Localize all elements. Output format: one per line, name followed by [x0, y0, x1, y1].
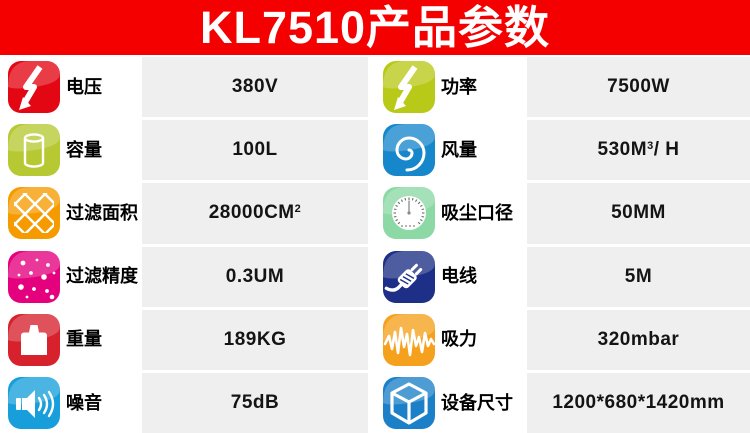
page-title: KL7510产品参数 — [199, 2, 551, 53]
spec-value: 100L — [142, 120, 368, 181]
spec-row: 电线 5M — [375, 246, 750, 307]
spec-label: 电线 — [441, 266, 477, 287]
lightning-icon — [383, 61, 435, 114]
spec-value-text: 189KG — [223, 328, 287, 350]
spec-value: 5M — [527, 246, 750, 307]
spec-value: 530M 3/ H — [527, 120, 750, 181]
spec-icon-cell — [0, 186, 66, 240]
spec-row: 电压 380V — [0, 57, 375, 118]
spec-value: 28000CM 2 — [142, 183, 368, 244]
spec-column-right: 功率 7500W 风量 530M 3/ H 吸尘口径 50MM 电线 5M 吸力 320mbar 设备… — [375, 57, 750, 433]
spec-value-text: 0.3UM — [225, 265, 285, 287]
spec-row: 过滤精度 0.3UM — [0, 246, 375, 307]
waveform-icon — [383, 313, 436, 366]
spec-label: 设备尺寸 — [441, 392, 513, 413]
spec-label: 过滤精度 — [66, 266, 138, 287]
spec-label: 吸力 — [441, 329, 477, 350]
spec-value: 0.3UM — [142, 246, 368, 307]
spec-row: 噪音 75dB — [0, 372, 375, 433]
spec-label: 容量 — [66, 139, 102, 160]
spec-icon-cell — [0, 60, 66, 114]
spec-row: 过滤面积 28000CM 2 — [0, 183, 375, 244]
spec-icon-cell — [375, 250, 441, 304]
cylinder-icon — [8, 124, 60, 177]
spec-value: 380V — [142, 57, 368, 118]
mesh-icon — [8, 187, 60, 240]
spec-value-text: 28000CM — [208, 202, 295, 224]
plug-icon — [383, 250, 435, 303]
spec-icon-cell — [0, 123, 66, 177]
speaker-icon — [8, 376, 60, 429]
spec-row: 重量 189KG — [0, 309, 375, 370]
spec-value: 320mbar — [527, 309, 750, 370]
spec-row: 容量 100L — [0, 120, 375, 181]
spec-value: 1200*680*1420mm — [527, 372, 750, 433]
weight-icon — [8, 313, 60, 366]
spec-table: 电压 380V 容量 100L 过滤面积 28000CM 2 过滤精度 0.3UM 重量 189KG… — [0, 57, 750, 433]
spec-label: 吸尘口径 — [441, 203, 513, 224]
spec-label: 过滤面积 — [66, 203, 138, 224]
spec-row: 设备尺寸 1200*680*1420mm — [375, 372, 750, 433]
title-banner: KL7510产品参数 — [0, 0, 750, 55]
spec-label: 噪音 — [66, 392, 102, 413]
spec-icon-cell — [375, 186, 441, 240]
spec-icon-cell — [0, 250, 66, 304]
spec-value-suffix: / H — [653, 139, 680, 161]
spec-icon-cell — [375, 123, 441, 177]
spec-column-left: 电压 380V 容量 100L 过滤面积 28000CM 2 过滤精度 0.3UM 重量 189KG… — [0, 57, 375, 433]
cube-icon — [383, 376, 435, 429]
spec-icon-cell — [375, 376, 441, 430]
spiral-icon — [383, 124, 435, 177]
dots-icon — [8, 250, 60, 303]
spec-row: 吸尘口径 50MM — [375, 183, 750, 244]
spec-icon-cell — [0, 313, 66, 367]
spec-row: 吸力 320mbar — [375, 309, 750, 370]
spec-value-text: 380V — [231, 76, 279, 98]
spec-value: 7500W — [527, 57, 750, 118]
spec-label: 功率 — [441, 76, 477, 97]
spec-label: 重量 — [66, 329, 102, 350]
spec-value: 75dB — [142, 372, 368, 433]
spec-value-text: 1200*680*1420mm — [552, 391, 725, 413]
gauge-icon — [383, 187, 435, 240]
spec-row: 风量 530M 3/ H — [375, 120, 750, 181]
spec-value-text: 320mbar — [597, 328, 680, 350]
spec-label: 风量 — [441, 139, 477, 160]
spec-value-text: 75dB — [230, 391, 280, 413]
spec-value: 50MM — [527, 183, 750, 244]
spec-value-text: 7500W — [607, 76, 670, 98]
spec-value-text: 100L — [232, 139, 278, 161]
spec-icon-cell — [375, 313, 441, 367]
spec-value: 189KG — [142, 309, 368, 370]
spec-row: 功率 7500W — [375, 57, 750, 118]
spec-value-text: 50MM — [611, 202, 666, 224]
lightning-icon — [8, 61, 60, 114]
spec-label: 电压 — [66, 76, 102, 97]
spec-icon-cell — [375, 60, 441, 114]
spec-value-text: 530M — [597, 139, 648, 161]
spec-icon-cell — [0, 376, 66, 430]
spec-value-text: 5M — [624, 265, 653, 287]
